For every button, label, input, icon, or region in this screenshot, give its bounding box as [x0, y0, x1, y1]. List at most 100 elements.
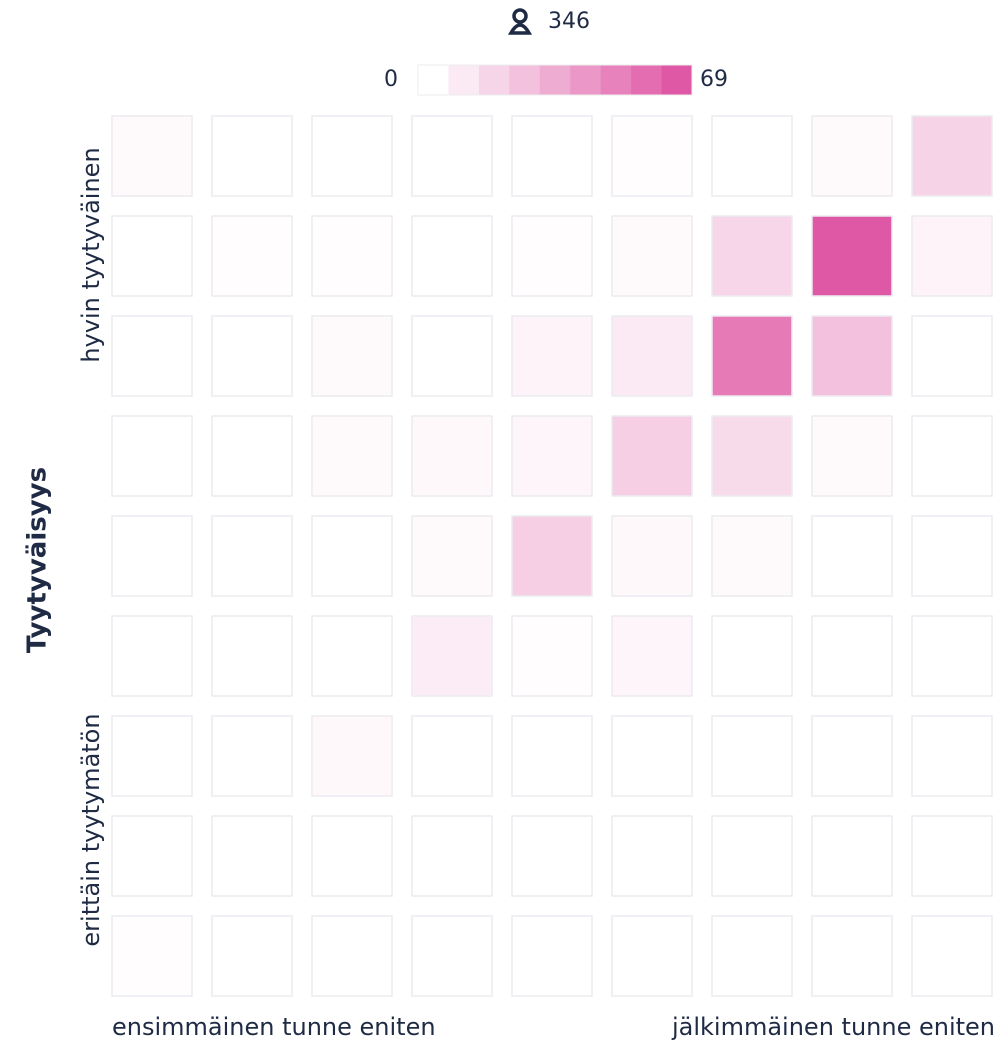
x-right-label: jälkimmäinen tunne eniten [671, 1013, 995, 1041]
heatmap-cell [311, 315, 393, 397]
colorbar-swatch [661, 65, 693, 95]
heatmap-cell [211, 115, 293, 197]
heatmap-cell [511, 615, 593, 697]
heatmap-cell [311, 715, 393, 797]
heatmap-cell [911, 115, 993, 197]
heatmap-cell [711, 715, 793, 797]
heatmap-cell [811, 315, 893, 397]
heatmap-cell [811, 115, 893, 197]
heatmap-cell [111, 415, 193, 497]
heatmap-cell [211, 215, 293, 297]
heatmap-cell [811, 415, 893, 497]
colorbar-swatch [418, 65, 449, 95]
heatmap-cell [411, 315, 493, 397]
heatmap-cell [411, 915, 493, 997]
y-axis-title: Tyytyväisyys [23, 467, 53, 653]
heatmap-cell [811, 715, 893, 797]
heatmap-cell [511, 915, 593, 997]
colorbar-frame [417, 64, 693, 96]
colorbar-swatch [509, 65, 541, 95]
heatmap-cell [911, 915, 993, 997]
y-top-label: hyvin tyytyväinen [77, 147, 105, 362]
colorbar-swatch [448, 65, 480, 95]
heatmap-cell [911, 815, 993, 897]
heatmap-cell [811, 515, 893, 597]
heatmap-cell [611, 715, 693, 797]
respondent-count: 346 [548, 9, 590, 34]
person-icon [508, 8, 532, 35]
colorbar-min: 0 [384, 67, 398, 92]
heatmap-cell [311, 915, 393, 997]
heatmap-cell [311, 115, 393, 197]
heatmap-cell [611, 815, 693, 897]
heatmap-cell [111, 615, 193, 697]
heatmap-cell [411, 715, 493, 797]
heatmap-cell [711, 615, 793, 697]
heatmap-cell [511, 215, 593, 297]
heatmap-cell [211, 715, 293, 797]
heatmap-cell [311, 815, 393, 897]
heatmap-cell [111, 715, 193, 797]
heatmap-cell [611, 615, 693, 697]
heatmap-cell [111, 515, 193, 597]
heatmap-cell [811, 915, 893, 997]
heatmap-cell [511, 815, 593, 897]
heatmap-cell [911, 215, 993, 297]
colorbar-swatch [478, 65, 510, 95]
heatmap-cell [711, 115, 793, 197]
heatmap-cell [411, 215, 493, 297]
heatmap-cell [611, 415, 693, 497]
heatmap-cell [711, 315, 793, 397]
heatmap-cell [411, 415, 493, 497]
heatmap-cell [911, 315, 993, 397]
heatmap-cell [111, 315, 193, 397]
heatmap-cell [311, 415, 393, 497]
x-left-label: ensimmäinen tunne eniten [112, 1013, 436, 1041]
colorbar-swatch [631, 65, 663, 95]
heatmap-cell [111, 815, 193, 897]
heatmap-cell [311, 515, 393, 597]
heatmap-cell [211, 515, 293, 597]
heatmap-cell [411, 515, 493, 597]
heatmap-cell [511, 515, 593, 597]
heatmap-cell [311, 215, 393, 297]
y-bottom-label: erittäin tyytymätön [77, 713, 105, 946]
colorbar-max: 69 [700, 67, 728, 92]
heatmap-cell [911, 615, 993, 697]
heatmap-cell [711, 815, 793, 897]
heatmap-cell [711, 215, 793, 297]
heatmap-cell [811, 815, 893, 897]
heatmap-cell [511, 115, 593, 197]
heatmap-cell [511, 415, 593, 497]
heatmap-cell [911, 715, 993, 797]
heatmap-cell [711, 415, 793, 497]
heatmap-cell [411, 615, 493, 697]
heatmap-cell [211, 415, 293, 497]
heatmap-cell [111, 115, 193, 197]
heatmap-cell [611, 515, 693, 597]
heatmap-cell [711, 515, 793, 597]
heatmap-cell [111, 915, 193, 997]
heatmap-cell [211, 615, 293, 697]
heatmap-cell [611, 115, 693, 197]
heatmap-cell [911, 515, 993, 597]
heatmap-cell [511, 715, 593, 797]
colorbar-swatch [600, 65, 632, 95]
heatmap-cell [211, 315, 293, 397]
heatmap-cell [411, 815, 493, 897]
heatmap-cell [811, 215, 893, 297]
colorbar-swatch [539, 65, 571, 95]
heatmap-cell [711, 915, 793, 997]
heatmap-cell [411, 115, 493, 197]
heatmap-cell [611, 215, 693, 297]
heatmap-cell [611, 915, 693, 997]
colorbar-swatch [570, 65, 602, 95]
heatmap-cell [911, 415, 993, 497]
heatmap-cell [211, 915, 293, 997]
heatmap-cell [611, 315, 693, 397]
heatmap-cell [511, 315, 593, 397]
heatmap-cell [811, 615, 893, 697]
heatmap-cell [311, 615, 393, 697]
heatmap-cell [211, 815, 293, 897]
